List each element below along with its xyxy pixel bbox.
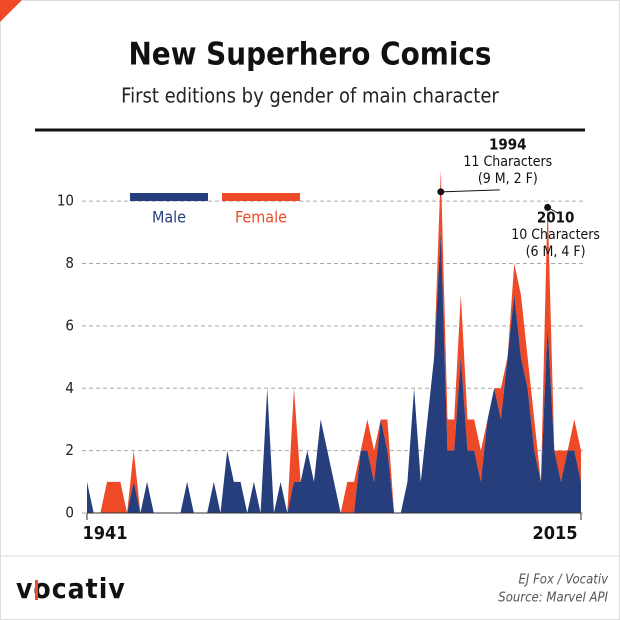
y-tick-label: 8 [65,254,74,272]
annotation-text: 2010 [537,209,575,227]
credit: EJ Fox / Vocativ [519,573,610,588]
annotation-text: 1994 [489,136,527,154]
logo-bracket [35,580,38,600]
y-tick-label: 0 [65,504,74,522]
source: Source: Marvel API [498,591,608,606]
chart-title: New Superhero Comics [128,37,491,73]
legend-swatch [130,193,208,201]
annotation-text: (6 M, 4 F) [526,244,586,260]
y-tick-label: 6 [65,316,74,334]
x-tick-label: 1941 [82,523,127,544]
annotation-leader [440,189,500,193]
annotation-dot [437,188,445,196]
legend-label: Male [152,208,186,227]
y-tick-label: 2 [65,441,74,459]
x-tick-label: 2015 [532,523,577,544]
y-tick-label: 4 [65,379,74,397]
annotation-text: 11 Characters [463,154,552,170]
corner-mark [0,0,22,22]
annotation-dot [544,203,552,211]
male-area [87,232,581,513]
female-area [87,170,581,513]
chart-subtitle: First editions by gender of main charact… [121,84,499,108]
annotation-text: (9 M, 2 F) [478,171,538,187]
annotation-text: 10 Characters [511,227,600,243]
y-tick-label: 10 [57,192,74,210]
logo: vocativ [16,572,126,605]
legend-label: Female [235,208,287,227]
legend-swatch [222,193,300,201]
